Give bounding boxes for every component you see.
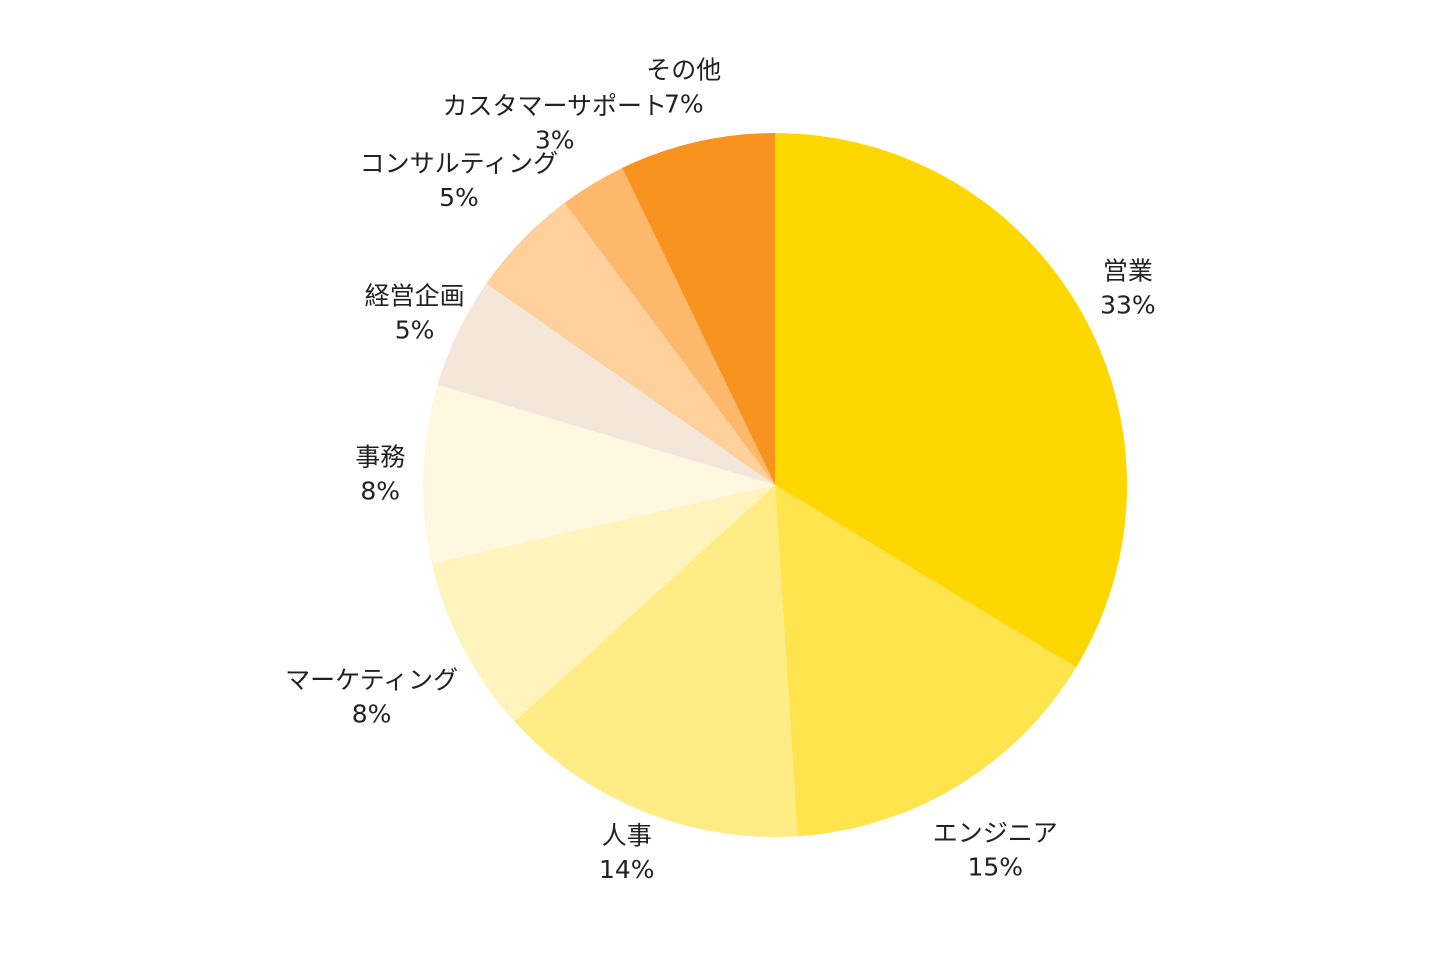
slice-percent-label: 33% — [1100, 290, 1156, 319]
pie-slice — [564, 167, 775, 486]
slice-percent-label: 7% — [664, 89, 704, 118]
slice-percent-label: 8% — [352, 700, 392, 729]
pie-slice — [423, 384, 775, 564]
pie-slice — [431, 485, 775, 722]
pie-slice — [622, 133, 775, 485]
pie-slice — [486, 202, 775, 485]
pie-slice — [775, 485, 1077, 837]
slice-percent-label: 15% — [968, 852, 1024, 881]
slice-percent-label: 5% — [439, 183, 479, 212]
slice-category-label: カスタマーサポート — [442, 92, 667, 121]
slice-category-label: その他 — [646, 55, 721, 84]
pie-labels: 営業 33% エンジニア 15% 人事 14% マーケティング 8% 事務 8% 経営企画 5% コンサ… — [285, 55, 1156, 884]
slice-category-label: 経営企画 — [365, 281, 465, 310]
slice-category-label: マーケティング — [285, 666, 458, 695]
slice-percent-label: 8% — [360, 476, 400, 505]
slice-percent-label: 3% — [535, 126, 575, 155]
pie-slice — [437, 283, 775, 485]
slice-category-label: 営業 — [1103, 256, 1153, 285]
pie-slices — [423, 133, 1127, 838]
pie-slice — [514, 485, 798, 838]
slice-category-label: コンサルティング — [360, 149, 559, 178]
slice-category-label: 人事 — [602, 821, 652, 850]
pie-slice — [775, 133, 1127, 668]
slice-category-label: エンジニア — [933, 818, 1058, 847]
slice-category-label: 事務 — [355, 442, 405, 471]
slice-percent-label: 5% — [395, 315, 435, 344]
slice-percent-label: 14% — [599, 855, 655, 884]
